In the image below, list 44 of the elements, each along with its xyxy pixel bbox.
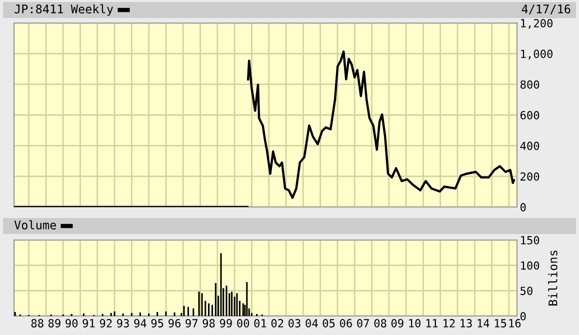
x-tick-label: 89 <box>48 319 60 328</box>
y-tick-label: 100 <box>521 261 540 270</box>
x-tick-label: 94 <box>134 319 146 328</box>
x-tick-label: 93 <box>117 319 129 328</box>
x-tick-label: 10 <box>409 319 421 328</box>
x-tick-label: 06 <box>340 319 352 328</box>
x-tick-label: 08 <box>374 319 386 328</box>
y-tick-label: 1,000 <box>521 50 553 60</box>
x-tick-label: 12 <box>444 319 455 328</box>
x-tick-label: 01 <box>254 319 266 328</box>
x-tick-label: 09 <box>391 319 404 328</box>
legend-label: JP:8411 Weekly <box>14 4 114 16</box>
y-tick-label: 200 <box>520 172 540 181</box>
legend-label: Volume <box>14 220 56 230</box>
x-tick-label: 07 <box>357 319 369 328</box>
x-tick-label: 96 <box>168 319 180 328</box>
x-tick-label: 11 <box>426 319 438 328</box>
x-tick-label: 98 <box>202 319 215 328</box>
y-tick-label: 400 <box>520 142 540 150</box>
x-tick-label: 02 <box>271 319 284 328</box>
y-tick-label: 800 <box>520 80 540 89</box>
x-tick-label: 15 <box>494 319 506 328</box>
x-tick-label: 97 <box>186 319 198 328</box>
x-tick-label: 91 <box>82 319 95 328</box>
y-axis-title: Billions <box>548 250 558 306</box>
y-tick-label: 600 <box>520 111 540 120</box>
y-tick-label: 1,200 <box>521 19 553 29</box>
x-tick-label: 00 <box>237 319 250 328</box>
x-tick-label: 92 <box>100 319 112 328</box>
y-tick-label: 150 <box>521 236 540 244</box>
text: 4/17/16 <box>522 4 570 14</box>
x-tick-label: 16 <box>509 319 521 328</box>
x-tick-label: 95 <box>151 319 164 328</box>
x-tick-label: 14 <box>478 319 490 328</box>
y-tick-label: 0 <box>520 203 526 212</box>
x-tick-label: 13 <box>460 319 472 328</box>
x-tick-label: 88 <box>31 319 44 328</box>
x-tick-label: 99 <box>220 319 232 328</box>
y-tick-label: 50 <box>520 286 532 296</box>
x-tick-label: 04 <box>306 319 318 328</box>
x-tick-label: 90 <box>66 319 78 328</box>
x-tick-label: 05 <box>322 319 335 328</box>
y-tick-label: 0 <box>520 312 526 320</box>
x-tick-label: 03 <box>288 319 300 328</box>
